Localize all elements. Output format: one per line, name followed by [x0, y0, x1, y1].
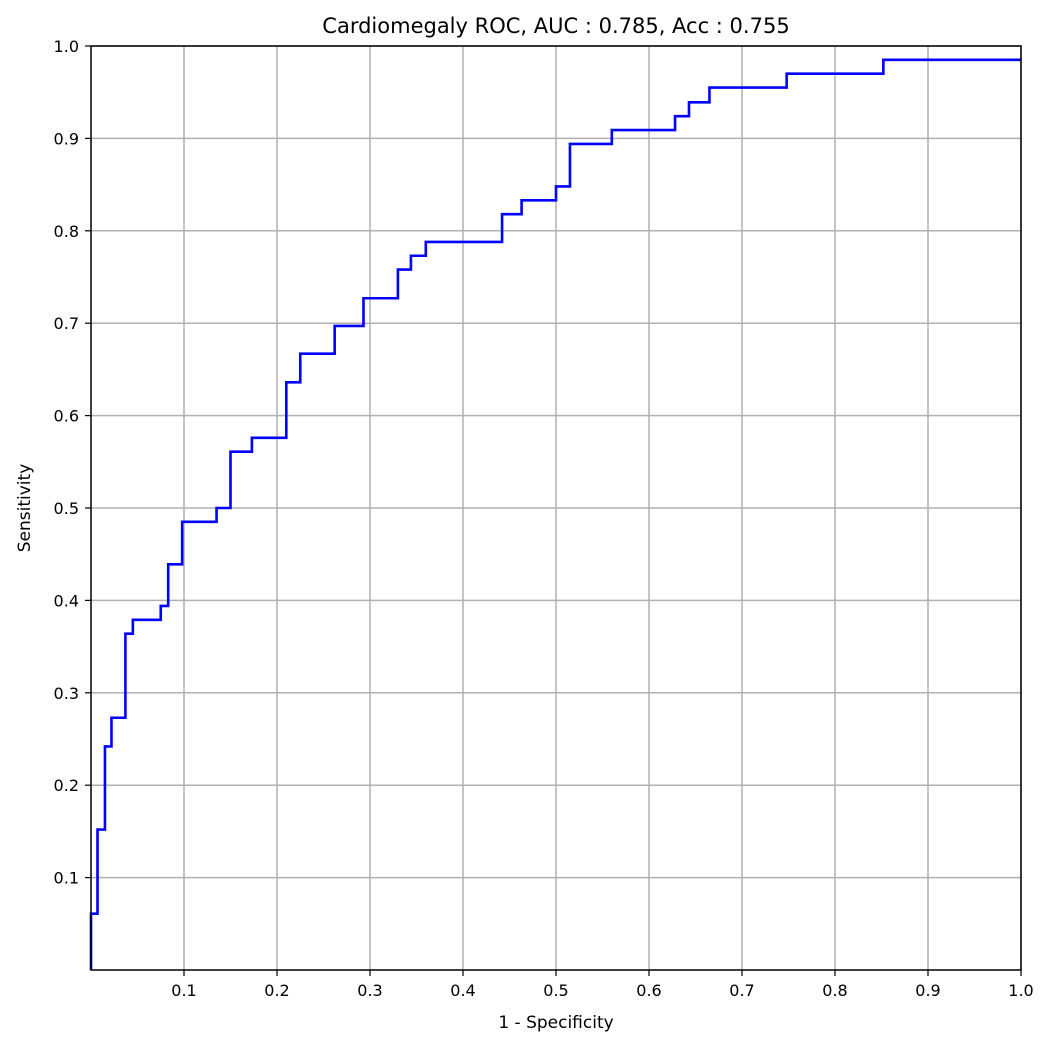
grid [91, 45, 1022, 970]
y-axis-label: Sensitivity [15, 464, 35, 553]
x-tick-label: 0.8 [822, 981, 847, 1000]
plot-frame [90, 45, 1022, 971]
x-tick-label: 0.9 [915, 981, 940, 1000]
y-tick-label: 0.2 [54, 776, 79, 795]
x-tick-label: 0.6 [636, 981, 661, 1000]
roc-curve-layer [89, 58, 1021, 970]
y-tick-label: 0.1 [54, 869, 79, 888]
x-tick-label: 0.4 [450, 981, 475, 1000]
y-tick-label: 0.6 [54, 407, 79, 426]
y-tick-label: 0.8 [54, 222, 79, 241]
axis-ticks: 0.1 0.2 0.3 0.4 0.5 0.6 0.7 0.8 0.9 1.0 0.1 0.2 0.3 0… [54, 37, 1034, 1000]
y-tick-label: 0.3 [54, 684, 79, 703]
y-tick-label: 0.4 [54, 591, 79, 610]
y-tick-label: 1.0 [54, 37, 79, 56]
x-axis-label: 1 - Specificity [498, 1013, 613, 1033]
x-tick-label: 0.1 [171, 981, 196, 1000]
x-tick-label: 0.5 [543, 981, 568, 1000]
y-tick-label: 0.5 [54, 499, 79, 518]
y-tick-label: 0.7 [54, 314, 79, 333]
x-tick-label: 0.3 [357, 981, 382, 1000]
x-tick-label: 0.7 [729, 981, 754, 1000]
chart-title: Cardiomegaly ROC, AUC : 0.785, Acc : 0.7… [322, 14, 789, 38]
y-tick-label: 0.9 [54, 129, 79, 148]
x-tick-label: 1.0 [1008, 981, 1033, 1000]
roc-curve-line [89, 58, 1021, 970]
x-tick-label: 0.2 [264, 981, 289, 1000]
